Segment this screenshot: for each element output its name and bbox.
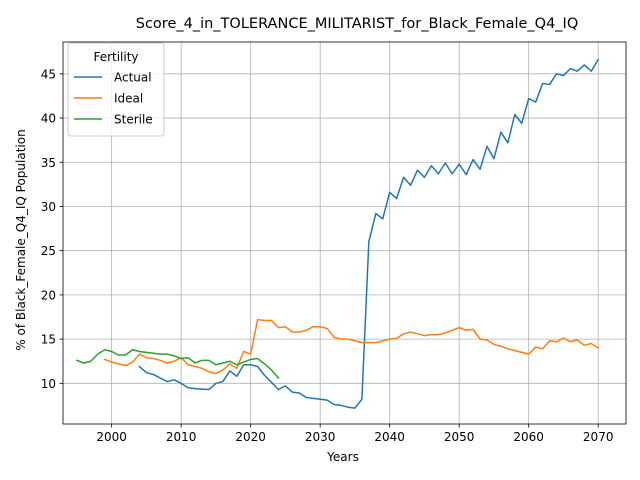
- chart-title: Score_4_in_TOLERANCE_MILITARIST_for_Blac…: [136, 16, 578, 32]
- legend: Fertility Actual Ideal Sterile: [67, 42, 165, 137]
- y-tick-label: 25: [41, 244, 56, 258]
- series-lines: [75, 58, 600, 409]
- x-tick-label: 2010: [166, 430, 197, 444]
- y-tick-label: 15: [41, 333, 56, 347]
- x-tick-label: 2050: [444, 430, 475, 444]
- series-line-ideal: [103, 318, 600, 375]
- x-tick-label: 2000: [96, 430, 127, 444]
- x-tick-label: 2060: [513, 430, 544, 444]
- y-tick-label: 20: [41, 288, 56, 302]
- x-tick-label: 2030: [305, 430, 336, 444]
- legend-title: Fertility: [93, 50, 138, 64]
- y-tick-label: 10: [41, 377, 56, 391]
- legend-label-actual: Actual: [114, 71, 152, 85]
- y-axis-label: % of Black_Female_Q4_IQ Population: [14, 129, 28, 350]
- series-line-actual: [138, 58, 600, 409]
- axes: 2000 2010 2020 2030 2040 2050 2060 2070 10 15 20 25…: [41, 67, 614, 444]
- y-tick-label: 40: [41, 112, 56, 126]
- series-line-sterile: [75, 348, 280, 380]
- y-tick-label: 45: [41, 67, 56, 81]
- legend-label-sterile: Sterile: [114, 113, 153, 127]
- x-tick-label: 2070: [583, 430, 614, 444]
- legend-label-ideal: Ideal: [114, 92, 143, 106]
- y-tick-label: 35: [41, 156, 56, 170]
- y-tick-label: 30: [41, 200, 56, 214]
- x-axis-label: Years: [326, 450, 359, 464]
- x-tick-label: 2040: [374, 430, 405, 444]
- x-tick-label: 2020: [235, 430, 266, 444]
- legend-box: [67, 42, 165, 137]
- plot-area: [62, 41, 627, 425]
